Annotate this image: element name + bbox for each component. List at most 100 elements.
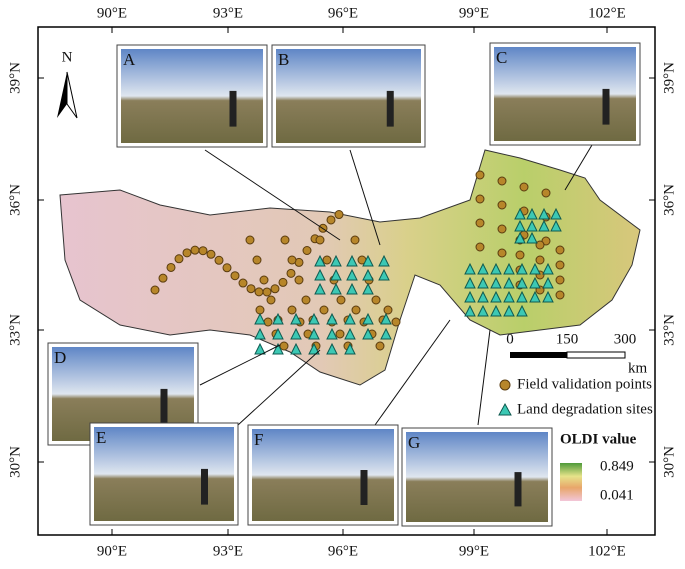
degradation-site <box>490 304 502 317</box>
degradation-site <box>477 304 489 317</box>
degradation-site <box>529 276 541 289</box>
photo-label: F <box>254 430 263 449</box>
degradation-site <box>477 262 489 275</box>
field-point <box>279 341 289 351</box>
degradation-site <box>346 282 358 295</box>
degradation-site <box>490 290 502 303</box>
field-point <box>266 295 276 305</box>
degradation-site <box>380 312 392 325</box>
field-point <box>475 242 485 252</box>
field-point <box>182 248 192 258</box>
field-point <box>475 170 485 180</box>
degradation-site <box>344 312 356 325</box>
degradation-site <box>272 342 284 355</box>
field-point <box>287 305 297 315</box>
person <box>386 90 394 127</box>
degradation-site <box>308 312 320 325</box>
field-point <box>322 255 332 265</box>
scale-tick: 300 <box>614 331 637 347</box>
degradation-site <box>314 254 326 267</box>
degradation-site <box>346 268 358 281</box>
degradation-site <box>378 268 390 281</box>
photos: A B C D E F G <box>47 42 641 527</box>
degradation-site <box>538 207 550 220</box>
colorbar: OLDI value 0.849 0.041 <box>560 431 637 503</box>
lat-label: 30°N <box>7 446 23 478</box>
lon-label: 99°E <box>459 543 489 559</box>
field-point <box>263 317 273 327</box>
lat-label: 36°N <box>661 184 677 216</box>
degradation-site <box>326 312 338 325</box>
degradation-site <box>503 262 515 275</box>
degradation-site <box>344 327 356 340</box>
field-point <box>262 287 272 297</box>
field-point <box>541 188 551 198</box>
degradation-site <box>529 290 541 303</box>
study-region <box>59 149 641 386</box>
degradation-site <box>526 231 538 244</box>
field-point <box>375 341 385 351</box>
degradation-site <box>362 327 374 340</box>
scale-bar: 0 150 300 km <box>506 331 647 376</box>
field-point <box>174 254 184 264</box>
lat-label: 36°N <box>7 184 23 216</box>
degradation-site <box>346 254 358 267</box>
field-point <box>270 284 280 294</box>
degradation-site <box>490 276 502 289</box>
field-point <box>319 305 329 315</box>
field-point <box>371 295 381 305</box>
degradation-site <box>503 276 515 289</box>
field-point <box>206 249 216 259</box>
field-point <box>515 250 525 260</box>
lon-label: 102°E <box>588 5 626 21</box>
scale-tick: 150 <box>556 331 579 347</box>
field-point <box>555 290 565 300</box>
lon-label: 99°E <box>459 5 489 21</box>
field-point <box>150 285 160 295</box>
degradation-site <box>464 276 476 289</box>
degradation-site <box>464 262 476 275</box>
photo-label: C <box>496 48 507 67</box>
degradation-site <box>290 342 302 355</box>
field-point <box>351 305 361 315</box>
degradation-site <box>314 268 326 281</box>
field-point <box>302 245 312 255</box>
photo <box>406 432 548 522</box>
field-point <box>294 275 304 285</box>
field-point <box>315 235 325 245</box>
photo <box>494 47 636 141</box>
degradation-site <box>330 268 342 281</box>
degradation-site <box>330 282 342 295</box>
field-point <box>278 277 288 287</box>
field-point <box>287 255 297 265</box>
colorbar-min: 0.041 <box>600 487 634 503</box>
lon-label: 93°E <box>213 543 243 559</box>
field-point <box>214 255 224 265</box>
degradation-site <box>378 254 390 267</box>
degradation-site <box>526 207 538 220</box>
degradation-site <box>542 290 554 303</box>
field-point <box>166 262 176 272</box>
degradation-site <box>326 327 338 340</box>
field-point <box>238 278 248 288</box>
field-point <box>259 275 269 285</box>
degradation-site <box>526 219 538 232</box>
lon-label: 90°E <box>97 5 127 21</box>
field-point <box>198 246 208 256</box>
field-point <box>475 218 485 228</box>
degradation-site <box>550 207 562 220</box>
degradation-site <box>514 219 526 232</box>
field-point <box>158 273 168 283</box>
degradation-site <box>254 342 266 355</box>
photo-label: A <box>123 50 136 69</box>
field-point <box>222 263 232 273</box>
photo-label: B <box>278 50 289 69</box>
lon-label: 90°E <box>97 543 127 559</box>
degradation-site <box>542 262 554 275</box>
field-point <box>335 329 345 339</box>
colorbar-max: 0.849 <box>600 458 634 474</box>
degradation-site <box>380 327 392 340</box>
degradation-site <box>464 304 476 317</box>
field-point <box>383 305 393 315</box>
field-point <box>336 295 346 305</box>
